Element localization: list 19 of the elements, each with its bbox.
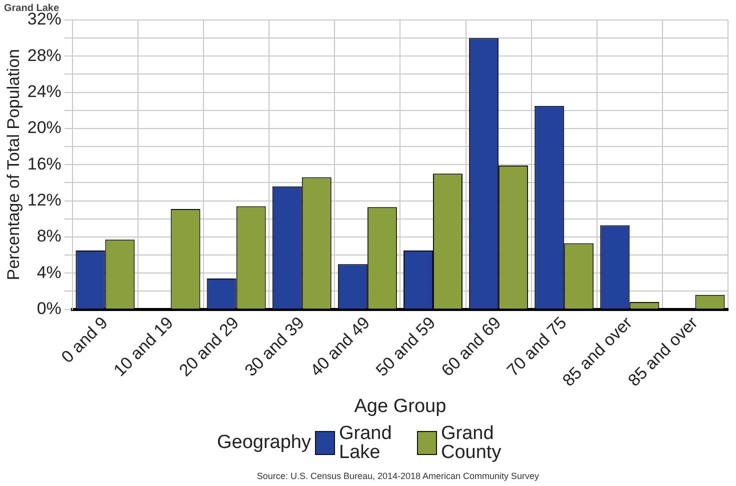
legend-label: Grand County (441, 423, 502, 463)
y-tick-label: 12% (27, 190, 62, 210)
y-tick-label: 20% (27, 118, 62, 138)
y-tick-label: 24% (27, 82, 62, 102)
legend-label: Grand Lake (339, 423, 393, 463)
legend-title: Geography (216, 432, 311, 454)
x-tick-label: 40 and 49 (306, 313, 374, 380)
x-axis-title: Age Group (354, 396, 446, 417)
x-tick-label: 20 and 29 (176, 313, 242, 380)
x-tick-label: 30 and 39 (241, 313, 308, 380)
x-tick-label: 10 and 19 (110, 313, 177, 380)
y-axis-title: Percentage of Total Population (4, 49, 23, 280)
y-tick-label: 16% (27, 154, 62, 174)
y-tick-label: 28% (27, 46, 62, 65)
x-tick-label: 60 and 69 (438, 313, 505, 380)
y-tick-label: 4% (36, 262, 62, 282)
source-note: Source: U.S. Census Bureau, 2014-2018 American Community Survey (256, 470, 540, 482)
x-tick-label: 50 and 59 (372, 313, 440, 380)
y-tick-label: 8% (36, 226, 62, 246)
